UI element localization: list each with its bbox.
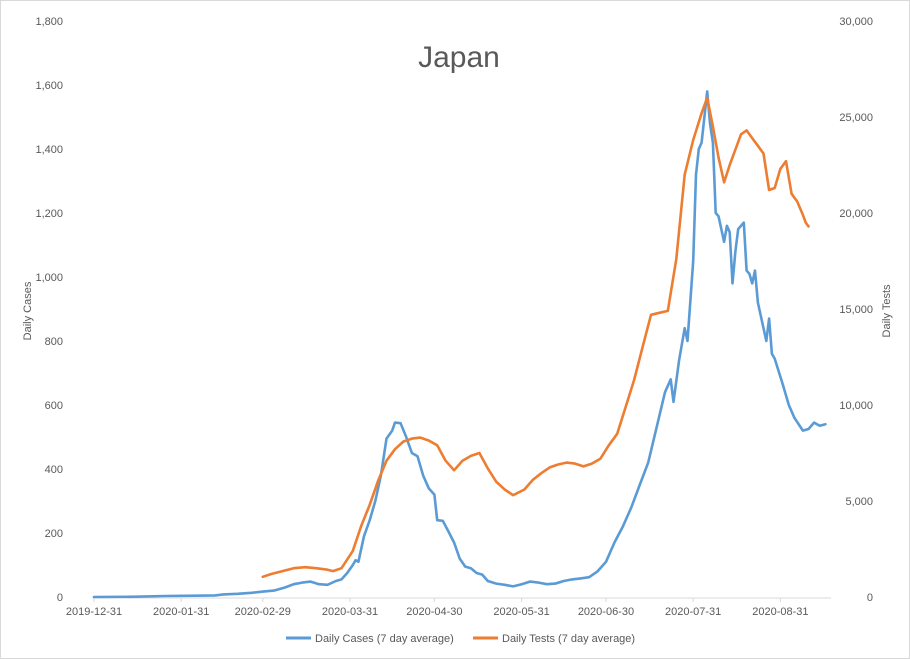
- chart-title: Japan: [418, 41, 500, 74]
- series-line-daily-cases: [92, 90, 827, 599]
- series-line-daily-tests: [261, 96, 810, 579]
- legend-label-cases: Daily Cases (7 day average): [315, 633, 454, 645]
- x-tick-label: 2020-06-30: [578, 606, 634, 618]
- y2-tick-label: 10,000: [839, 400, 873, 412]
- y-tick-label: 1,800: [35, 16, 63, 28]
- y2-tick-label: 25,000: [839, 112, 873, 124]
- y2-tick-label: 5,000: [845, 496, 873, 508]
- x-tick-label: 2020-03-31: [322, 606, 378, 618]
- y2-tick-label: 15,000: [839, 304, 873, 316]
- y2-tick-label: 20,000: [839, 208, 873, 220]
- y-tick-label: 1,400: [35, 144, 63, 156]
- y-tick-label: 400: [45, 464, 63, 476]
- y-tick-label: 200: [45, 528, 63, 540]
- legend-label-tests: Daily Tests (7 day average): [502, 633, 635, 645]
- x-tick-label: 2020-05-31: [493, 606, 549, 618]
- x-tick-label: 2020-02-29: [235, 606, 291, 618]
- y2-tick-label: 0: [867, 592, 873, 604]
- legend: Daily Cases (7 day average) Daily Tests …: [286, 633, 635, 645]
- x-tick-label: 2020-01-31: [153, 606, 209, 618]
- right-axis-ticks: 0 5,000 10,000 15,000 20,000 25,000 30,000: [839, 16, 873, 604]
- y2-tick-label: 30,000: [839, 16, 873, 28]
- y-tick-label: 1,200: [35, 208, 63, 220]
- x-tick-label: 2019-12-31: [66, 606, 122, 618]
- y-tick-label: 1,000: [35, 272, 63, 284]
- x-tick-label: 2020-04-30: [406, 606, 462, 618]
- y-tick-label: 1,600: [35, 80, 63, 92]
- x-tick-label: 2020-07-31: [665, 606, 721, 618]
- series-layer: [92, 90, 827, 599]
- y-tick-label: 600: [45, 400, 63, 412]
- y-axis-title: Daily Cases: [22, 281, 34, 340]
- y-tick-label: 800: [45, 336, 63, 348]
- left-axis-ticks: 0 200 400 600 800 1,000 1,200 1,400 1,600 1,800: [35, 16, 63, 604]
- x-axis-ticks: 2019-12-31 2020-01-31 2020-02-29 2020-03-31…: [66, 598, 809, 618]
- y-tick-label: 0: [57, 592, 63, 604]
- y2-axis-title: Daily Tests: [881, 284, 893, 337]
- x-tick-label: 2020-08-31: [752, 606, 808, 618]
